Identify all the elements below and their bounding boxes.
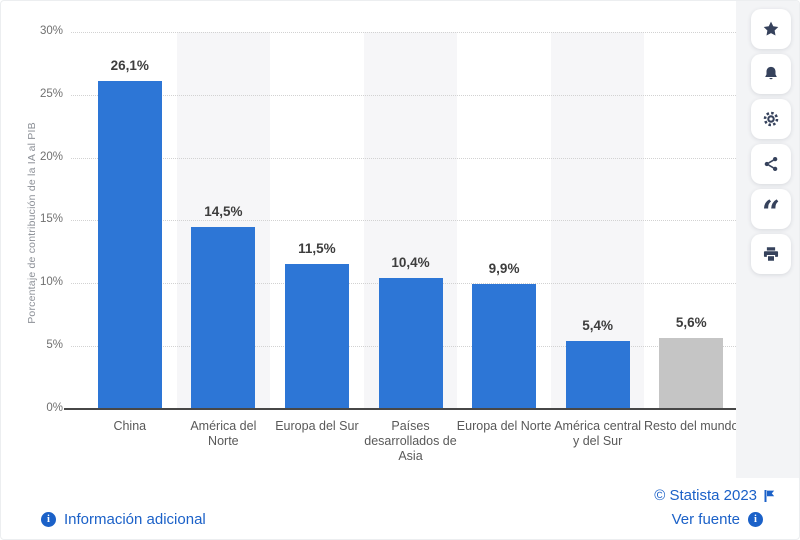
x-axis-category-label: Países desarrollados de Asia <box>364 418 457 463</box>
x-axis-category-label: Europa del Norte <box>456 418 552 433</box>
bar-Europa del Norte[interactable] <box>472 284 537 409</box>
gridline <box>71 32 738 33</box>
notifications-button[interactable] <box>751 54 791 94</box>
gridline <box>71 94 738 96</box>
bar-value-label: 5,6% <box>675 315 707 331</box>
bar-value-label: 26,1% <box>110 57 149 73</box>
settings-button[interactable] <box>751 99 791 139</box>
bar-value-label: 5,4% <box>582 317 614 333</box>
favorite-button[interactable] <box>751 9 791 49</box>
y-axis-tick-label: 5% <box>46 338 63 351</box>
additional-info-link[interactable]: i Información adicional <box>41 511 206 528</box>
print-button[interactable] <box>751 234 791 274</box>
x-axis-line <box>64 407 738 410</box>
copyright: © Statista 2023 <box>654 487 775 504</box>
quote-icon: “ <box>761 193 781 231</box>
share-icon <box>762 155 780 173</box>
gridline <box>71 220 738 222</box>
gridline <box>71 157 738 159</box>
view-source-label: Ver fuente <box>671 511 740 528</box>
toolbar-panel: “ <box>736 1 799 478</box>
x-axis-category-label: América central y del Sur <box>554 418 642 448</box>
share-button[interactable] <box>751 144 791 184</box>
bar-chart-plot-area: Porcentaje de contribución de la IA al P… <box>1 1 738 481</box>
copyright-label: © Statista 2023 <box>654 487 757 504</box>
gear-icon <box>762 110 780 128</box>
y-axis-tick-label: 20% <box>39 150 63 163</box>
cite-button[interactable]: “ <box>751 189 791 229</box>
bar-value-label: 14,5% <box>204 203 243 219</box>
star-icon <box>762 20 780 38</box>
x-axis-category-label: América del Norte <box>190 418 257 448</box>
y-axis-tick-label: 15% <box>39 213 63 226</box>
bar-América del Norte[interactable] <box>191 226 256 409</box>
y-axis-tick-label: 30% <box>39 25 63 37</box>
bar-value-label: 10,4% <box>391 254 430 270</box>
x-axis-category-label: Resto del mundo <box>643 418 739 433</box>
x-axis-category-label: Europa del Sur <box>275 418 359 433</box>
flag-icon <box>764 489 775 502</box>
additional-info-label: Información adicional <box>64 511 206 528</box>
source-info-icon: i <box>748 512 763 527</box>
view-source-link[interactable]: Ver fuente i <box>672 511 763 528</box>
bar-Países desarrollados de Asia[interactable] <box>378 277 443 409</box>
bar-value-label: 9,9% <box>488 261 520 277</box>
info-icon: i <box>41 512 56 527</box>
bar-América central y del Sur[interactable] <box>565 340 630 409</box>
y-axis-tick-label: 0% <box>46 401 63 414</box>
printer-icon <box>762 245 780 263</box>
bar-Resto del mundo[interactable] <box>659 338 724 409</box>
bar-Europa del Sur[interactable] <box>284 264 349 409</box>
bar-China[interactable] <box>97 80 162 409</box>
y-axis-tick-label: 25% <box>39 87 63 100</box>
y-axis-tick-label: 10% <box>39 276 63 288</box>
x-axis-category-label: China <box>113 418 147 433</box>
bar-value-label: 11,5% <box>298 241 336 257</box>
bell-icon <box>762 65 780 83</box>
